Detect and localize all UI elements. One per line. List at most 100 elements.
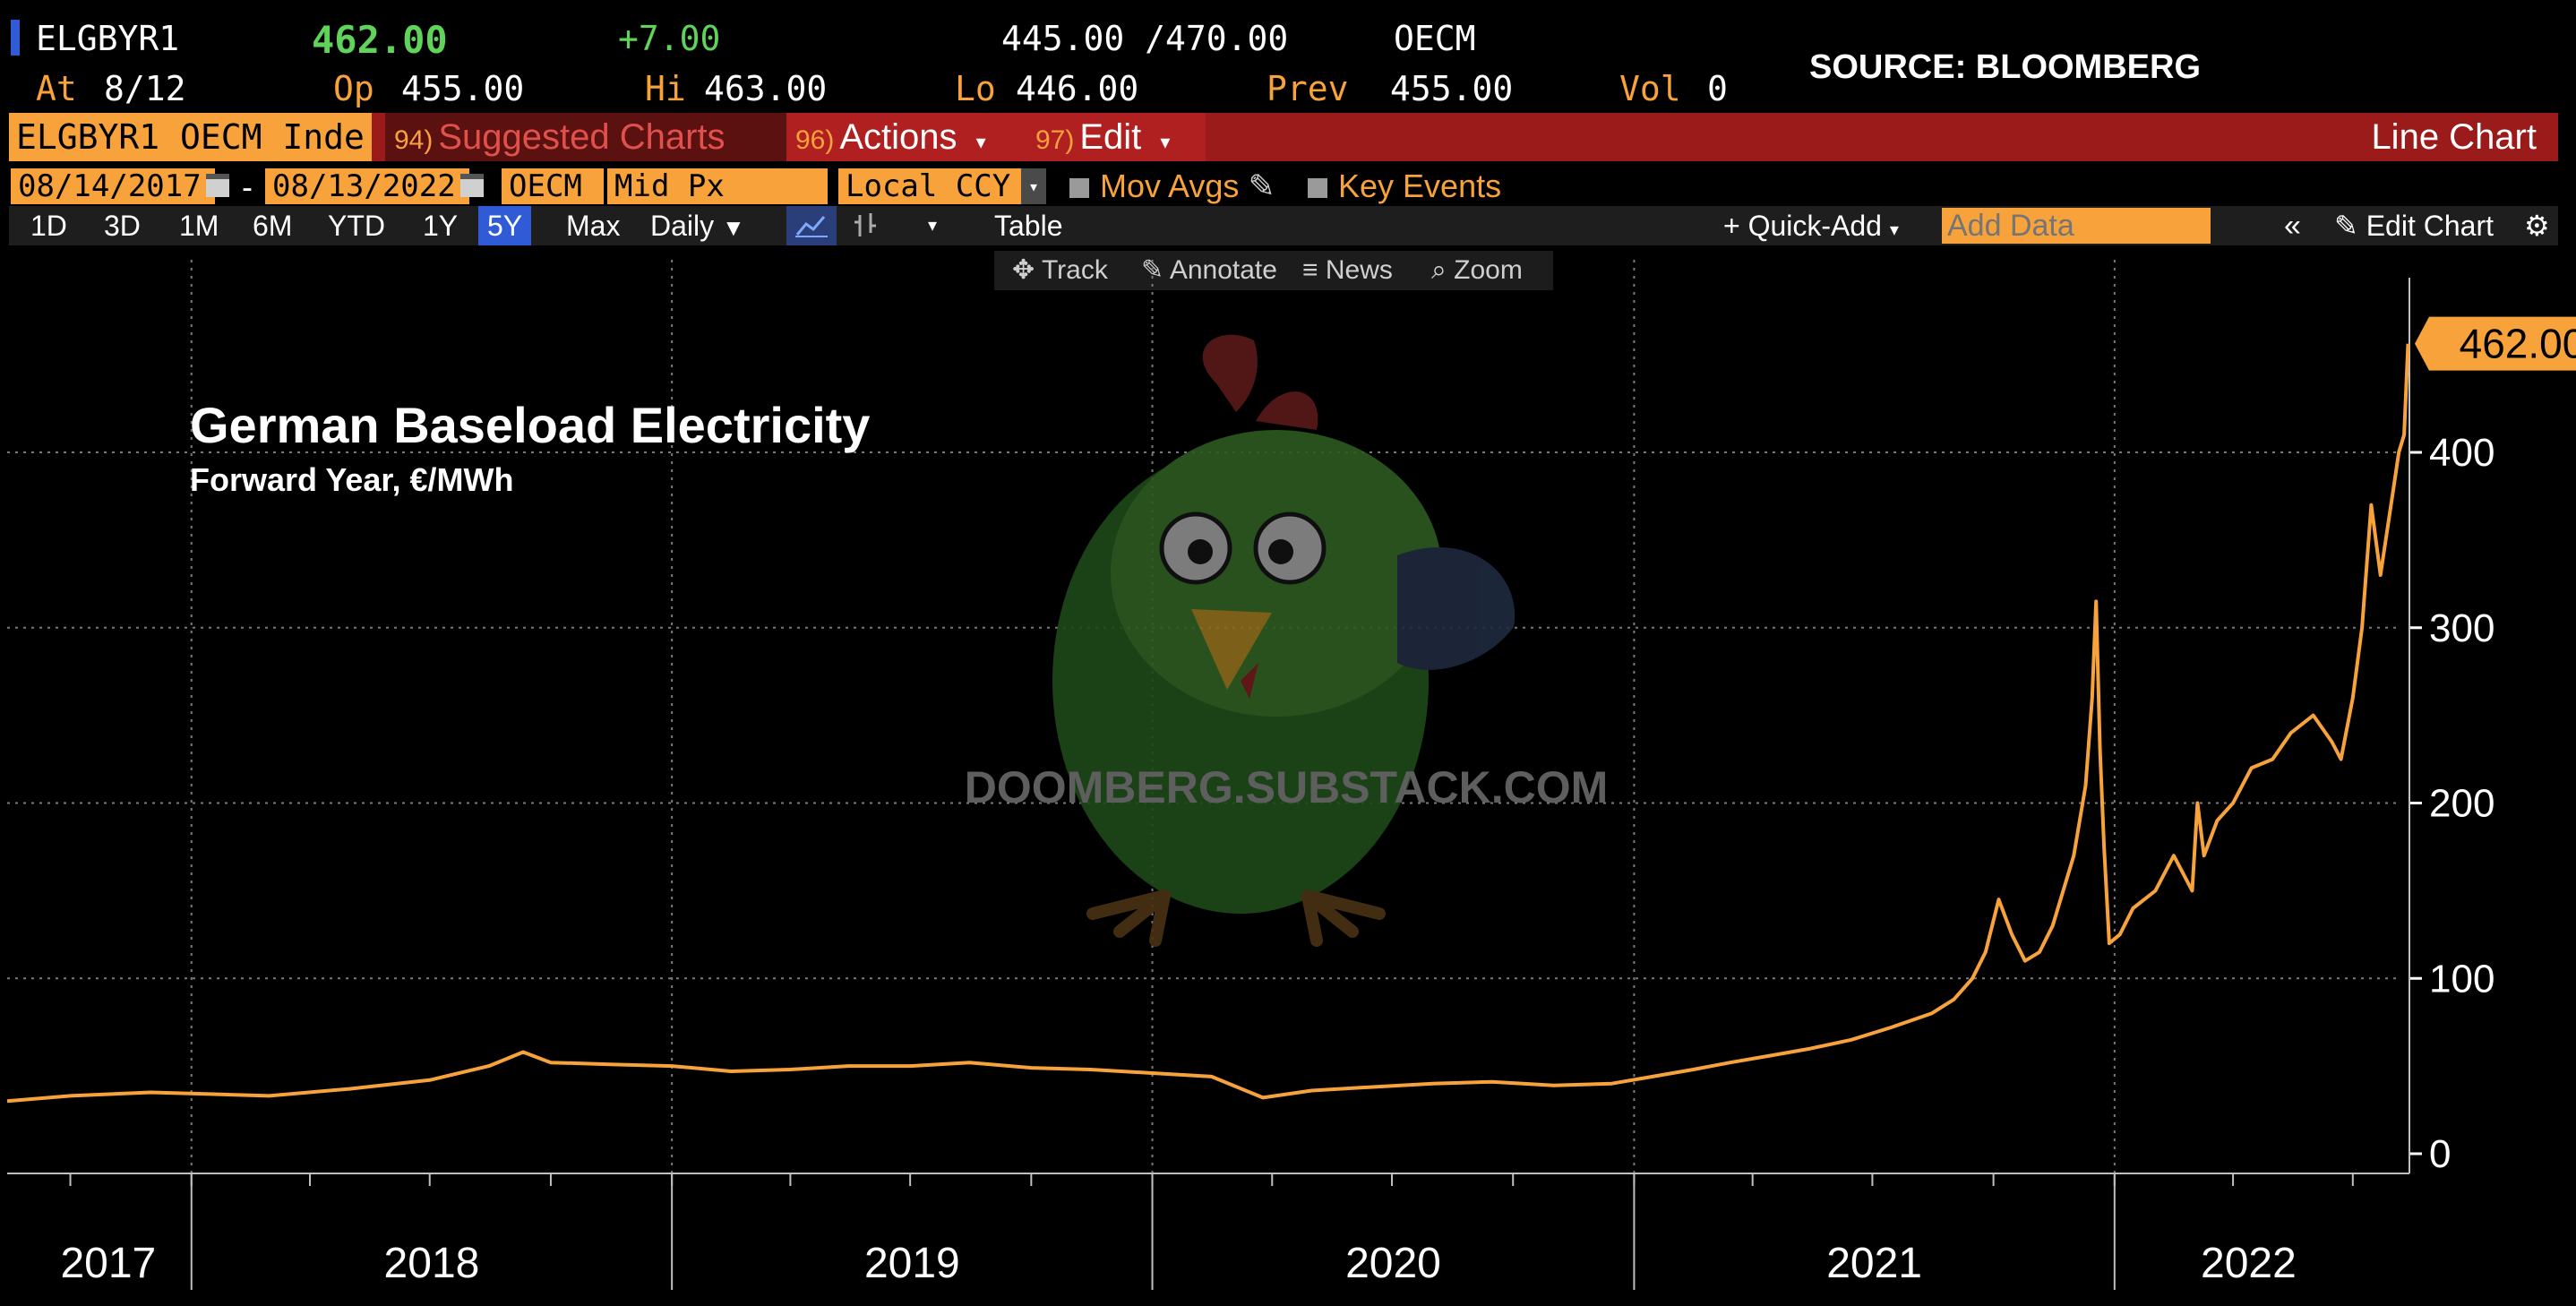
high-label: Hi <box>645 69 686 108</box>
chicken-mascot-watermark <box>1052 334 1516 947</box>
chart-subtitle: Forward Year, €/MWh <box>190 461 513 498</box>
x-tick-label: 2020 <box>1345 1240 1441 1287</box>
frequency-label: Daily <box>650 210 715 242</box>
currency-dropdown-icon[interactable]: ▾ <box>1021 168 1046 204</box>
key-events-label: Key Events <box>1338 168 1502 204</box>
at-label: At <box>36 69 77 108</box>
volume-value: 0 <box>1707 69 1728 108</box>
period-bar: 1D 3D 1M 6M YTD 1Y 5Y Max Daily ▼ ▾ Tabl… <box>9 206 2558 245</box>
mov-avgs-checkbox[interactable] <box>1069 178 1089 199</box>
table-button[interactable]: Table <box>994 210 1063 242</box>
ticker[interactable]: ELGBYR1 <box>36 19 180 58</box>
quick-add-button[interactable]: + Quick-Add ▾ <box>1723 206 1899 245</box>
news-icon: ≡ <box>1302 255 1318 285</box>
mov-avgs-toggle[interactable]: Mov Avgs ✎ <box>1069 168 1275 204</box>
currency-field[interactable]: Local CCY <box>838 168 1028 204</box>
actions-caret-icon: ▾ <box>975 131 986 153</box>
edit-chart-pencil-icon: ✎ <box>2334 210 2358 242</box>
chart-title: German Baseload Electricity <box>190 397 870 453</box>
frequency-dropdown[interactable]: Daily ▼ <box>650 206 745 245</box>
last-value-badge <box>2415 316 2576 371</box>
mov-avgs-label: Mov Avgs <box>1100 168 1240 204</box>
watermark-text: DOOMBERG.SUBSTACK.COM <box>965 762 1609 812</box>
collapse-icon[interactable]: « <box>2284 209 2301 243</box>
x-tick-label: 2017 <box>60 1240 156 1287</box>
period-3d[interactable]: 3D <box>104 210 141 242</box>
track-label: Track <box>1041 255 1108 285</box>
main-toolbar: ELGBYR1 OECM Inde 94) Suggested Charts 96… <box>9 113 2558 161</box>
annotate-tool[interactable]: ✎ Annotate <box>1141 251 1277 290</box>
open-label: Op <box>333 69 374 108</box>
key-events-toggle[interactable]: Key Events <box>1308 168 1501 204</box>
bar-chart-icon[interactable] <box>842 206 892 245</box>
period-1d[interactable]: 1D <box>30 210 67 242</box>
suggested-label: Suggested Charts <box>438 117 726 157</box>
edit-num: 97) <box>1035 125 1075 155</box>
x-tick-label: 2019 <box>864 1240 960 1287</box>
y-tick-label: 100 <box>2429 957 2494 1001</box>
crosshair-icon: ✥ <box>1012 255 1035 285</box>
pencil-icon[interactable]: ✎ <box>1248 168 1275 204</box>
annotate-pencil-icon: ✎ <box>1141 255 1164 285</box>
news-tool[interactable]: ≡ News <box>1302 251 1393 290</box>
x-tick-label: 2022 <box>2201 1240 2297 1287</box>
settings-gear-icon[interactable]: ⚙ <box>2524 210 2550 242</box>
zoom-label: Zoom <box>1454 255 1523 285</box>
actions-num: 96) <box>795 125 835 155</box>
chart-style-caret-icon[interactable]: ▾ <box>928 216 938 236</box>
actions-button[interactable]: 96) Actions ▾ <box>786 113 1028 161</box>
period-max[interactable]: Max <box>566 210 621 242</box>
bid-ask: 445.00 /470.00 <box>1001 19 1289 58</box>
security-indicator <box>11 20 20 56</box>
x-tick-label: 2018 <box>384 1240 480 1287</box>
track-tool[interactable]: ✥ Track <box>1012 251 1108 290</box>
edit-chart-button[interactable]: ✎ Edit Chart <box>2334 206 2494 245</box>
chart-type-label: Line Chart <box>2371 117 2537 157</box>
at-value: 8/12 <box>104 69 186 108</box>
axes: 0 100 200 300 400 2017 2018 2019 2020 2021 2022 <box>7 278 2494 1290</box>
key-events-checkbox[interactable] <box>1308 178 1327 199</box>
suggested-num: 94) <box>394 125 434 155</box>
prev-value: 455.00 <box>1390 69 1514 108</box>
exchange: OECM <box>1394 19 1476 58</box>
start-date-field[interactable]: 08/14/2017 <box>11 168 215 204</box>
line-chart-icon[interactable] <box>786 206 837 245</box>
magnifier-icon: ⌕ <box>1431 255 1447 285</box>
news-label: News <box>1325 255 1393 285</box>
frequency-caret-icon: ▼ <box>722 214 745 241</box>
edit-label: Edit <box>1079 117 1142 157</box>
low-label: Lo <box>955 69 996 108</box>
period-ytd[interactable]: YTD <box>328 210 385 242</box>
price-change: +7.00 <box>618 19 721 58</box>
security-field[interactable]: ELGBYR1 OECM Inde <box>9 113 372 161</box>
add-data-input[interactable] <box>1942 208 2211 244</box>
suggested-charts-button[interactable]: 94) Suggested Charts <box>385 113 788 161</box>
pricing-source-field[interactable]: OECM <box>502 168 604 204</box>
annotate-label: Annotate <box>1169 255 1277 285</box>
y-tick-label: 400 <box>2429 431 2494 475</box>
high-value: 463.00 <box>704 69 828 108</box>
period-1m[interactable]: 1M <box>179 210 219 242</box>
price-type-field[interactable]: Mid Px <box>607 168 828 204</box>
source-label: SOURCE: BLOOMBERG <box>1809 48 2201 86</box>
last-price: 462.00 <box>312 18 448 62</box>
edit-button[interactable]: 97) Edit ▾ <box>1026 113 1206 161</box>
series: 462.00 <box>6 316 2576 1104</box>
prev-label: Prev <box>1267 69 1349 108</box>
period-1y[interactable]: 1Y <box>423 210 459 242</box>
grid <box>7 260 2400 1173</box>
start-calendar-icon[interactable] <box>206 174 229 197</box>
x-tick-label: 2021 <box>1826 1240 1922 1287</box>
actions-label: Actions <box>839 117 957 157</box>
quick-add-caret-icon: ▾ <box>1889 220 1899 240</box>
period-6m[interactable]: 6M <box>253 210 293 242</box>
y-tick-label: 200 <box>2429 782 2494 826</box>
open-value: 455.00 <box>401 69 525 108</box>
end-date-field[interactable]: 08/13/2022 <box>265 168 469 204</box>
quick-add-label: + Quick-Add <box>1723 210 1882 242</box>
end-calendar-icon[interactable] <box>460 174 484 197</box>
y-tick-label: 300 <box>2429 606 2494 650</box>
zoom-tool[interactable]: ⌕ Zoom <box>1431 251 1523 290</box>
period-5y[interactable]: 5Y <box>478 206 532 245</box>
series-line-electricity <box>6 343 2410 1104</box>
